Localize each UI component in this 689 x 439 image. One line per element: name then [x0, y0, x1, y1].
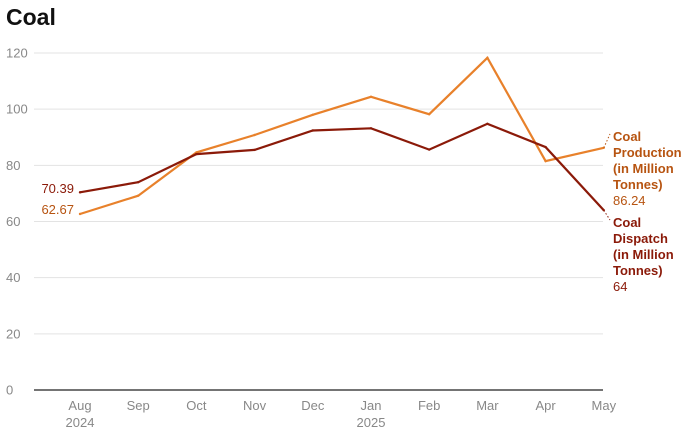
y-tick-label: 100 — [6, 102, 28, 117]
data-point — [486, 56, 489, 59]
start-value-label: 62.67 — [41, 202, 74, 217]
chart-title: Coal — [6, 4, 56, 30]
data-point — [78, 212, 82, 216]
x-tick-label: Apr — [535, 398, 556, 413]
data-point — [428, 113, 431, 116]
data-point — [369, 127, 373, 130]
series-line — [79, 122, 605, 212]
x-tick-label: Jan — [361, 398, 382, 413]
x-tick-label: Nov — [243, 398, 267, 413]
y-tick-label: 120 — [6, 46, 28, 61]
data-point — [311, 129, 314, 132]
x-tick-year-label: 2025 — [357, 415, 386, 430]
x-tick-label: Mar — [476, 398, 499, 413]
x-tick-label: Oct — [186, 398, 207, 413]
y-tick-label: 0 — [6, 383, 13, 398]
series-name-label: Coal — [613, 129, 641, 144]
data-point — [253, 133, 256, 137]
x-tick-label: Sep — [127, 398, 150, 413]
data-point — [311, 113, 314, 116]
data-point — [78, 191, 82, 194]
series-name-label: Production — [613, 145, 682, 160]
x-tick-label: Dec — [301, 398, 325, 413]
series-name-label: Tonnes) — [613, 263, 663, 278]
y-tick-label: 40 — [6, 270, 20, 285]
end-value-label: 86.24 — [613, 193, 646, 208]
data-point — [137, 194, 140, 197]
series-name-label: Dispatch — [613, 231, 668, 246]
data-point — [428, 148, 431, 151]
label-connector — [603, 209, 611, 221]
data-point — [486, 122, 489, 125]
label-connector — [603, 133, 611, 149]
data-point — [369, 95, 373, 99]
x-tick-year-label: 2024 — [66, 415, 95, 430]
data-point — [253, 148, 256, 152]
x-tick-label: Feb — [418, 398, 440, 413]
x-tick-label: Aug — [68, 398, 91, 413]
data-point — [544, 159, 547, 163]
series-name-label: Coal — [613, 215, 641, 230]
data-point — [195, 152, 198, 156]
series-name-label: (in Million — [613, 247, 674, 262]
y-tick-label: 20 — [6, 326, 20, 341]
series-name-label: Tonnes) — [613, 177, 663, 192]
end-value-label: 64 — [613, 279, 627, 294]
y-tick-label: 80 — [6, 158, 20, 173]
series-line — [79, 56, 605, 216]
data-point — [544, 145, 547, 149]
x-tick-label: May — [592, 398, 617, 413]
start-value-label: 70.39 — [41, 181, 74, 196]
data-point — [137, 180, 140, 184]
series-name-label: (in Million — [613, 161, 674, 176]
y-tick-label: 60 — [6, 214, 20, 229]
